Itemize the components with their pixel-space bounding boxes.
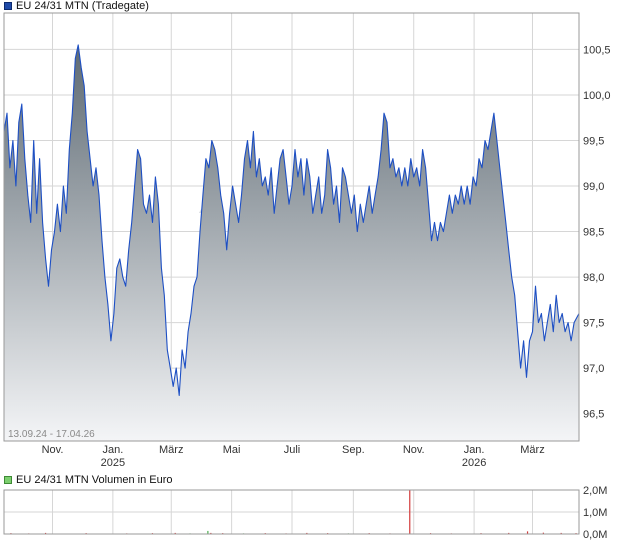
price-x-tick-label: Jan. xyxy=(102,444,123,456)
price-y-tick-label: 99,5 xyxy=(583,135,604,147)
price-x-tick-label: Jan. xyxy=(464,444,485,456)
price-legend-label: EU 24/31 MTN (Tradegate) xyxy=(16,0,149,12)
price-x-tick-label: Juli xyxy=(284,444,301,456)
price-legend: EU 24/31 MTN (Tradegate) xyxy=(4,0,149,12)
price-y-tick-label: 100,5 xyxy=(583,44,611,56)
volume-legend-swatch xyxy=(4,476,12,484)
price-x-tick-label: Mai xyxy=(223,444,241,456)
volume-legend: EU 24/31 MTN Volumen in Euro xyxy=(4,474,173,486)
volume-grid xyxy=(4,489,579,535)
volume-y-tick-label: 0,0M xyxy=(583,529,607,541)
price-x-tick-label: März xyxy=(159,444,183,456)
price-chart: A 13.09.24 - 17.04.26 100,5100,099,599,0… xyxy=(3,12,611,469)
price-marks xyxy=(4,44,579,441)
volume-y-tick-label: 1,0M xyxy=(583,507,607,519)
price-y-tick-label: 99,0 xyxy=(583,181,604,193)
price-y-tick-label: 100,0 xyxy=(583,90,611,102)
volume-legend-label: EU 24/31 MTN Volumen in Euro xyxy=(16,474,173,486)
price-x-tick-year: 2026 xyxy=(462,457,486,469)
price-x-tick-year: 2025 xyxy=(101,457,125,469)
price-y-tick-label: 96,5 xyxy=(583,409,604,421)
volume-y-tick-label: 2,0M xyxy=(583,485,607,497)
price-area xyxy=(4,44,579,441)
price-x-tick-label: Nov. xyxy=(403,444,425,456)
price-y-tick-label: 98,5 xyxy=(583,227,604,239)
volume-chart: 2,0M 1,0M 0,0M xyxy=(3,485,607,541)
price-y-tick-label: 97,5 xyxy=(583,318,604,330)
price-y-tick-label: 98,0 xyxy=(583,272,604,284)
volume-y-axis: 2,0M 1,0M 0,0M xyxy=(583,485,607,541)
price-y-tick-label: 97,0 xyxy=(583,363,604,375)
price-x-tick-label: Nov. xyxy=(42,444,64,456)
price-y-axis: 100,5 100,0 99,5 99,0 98,5 98,0 97,5 97,0 96,5 xyxy=(583,44,611,420)
price-legend-swatch xyxy=(4,2,12,10)
price-line xyxy=(4,44,579,397)
price-x-tick-label: März xyxy=(520,444,544,456)
volume-plot-frame xyxy=(3,489,580,535)
price-plot-frame xyxy=(3,12,580,442)
date-range-label: 13.09.24 - 17.04.26 xyxy=(8,429,95,440)
price-x-tick-label: Sep. xyxy=(342,444,365,456)
